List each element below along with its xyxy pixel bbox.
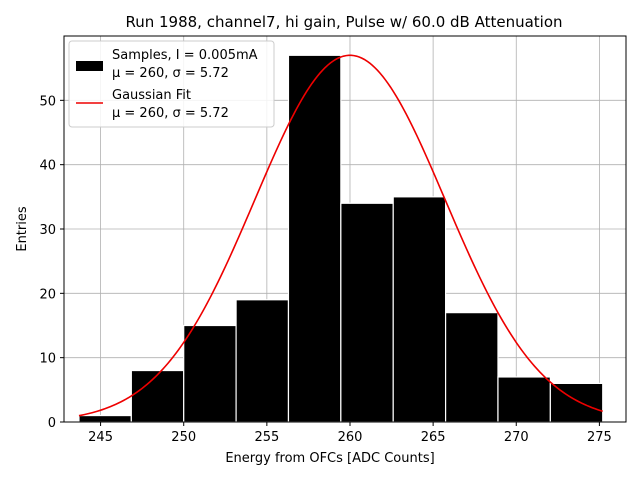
x-tick-label: 265: [421, 430, 446, 445]
x-axis-ticks: 245 250 255 260 265 270 275: [88, 422, 612, 445]
histogram-bar: [497, 376, 551, 423]
chart-title: Run 1988, channel7, hi gain, Pulse w/ 60…: [125, 13, 562, 31]
y-tick-label: 50: [39, 94, 56, 109]
x-tick-label: 255: [254, 430, 279, 445]
gaussian-fit-line: [78, 54, 603, 417]
legend-fit-label: Gaussian Fit: [112, 88, 191, 103]
y-tick-label: 0: [48, 416, 56, 431]
histogram-bar: [78, 414, 132, 423]
histogram-bar: [444, 312, 499, 423]
y-tick-label: 10: [39, 352, 56, 367]
histogram-bar: [130, 369, 185, 423]
histogram-bar: [183, 324, 237, 423]
x-tick-label: 270: [504, 430, 529, 445]
histogram-bar: [392, 196, 447, 423]
legend: Samples, I = 0.005mA μ = 260, σ = 5.72 G…: [68, 40, 275, 128]
y-tick-label: 40: [39, 159, 56, 174]
x-tick-label: 245: [88, 430, 113, 445]
histogram-bar: [340, 202, 394, 423]
legend-fit-stats: μ = 260, σ = 5.72: [112, 106, 229, 121]
histogram-bar: [235, 299, 290, 423]
y-axis-label: Entries: [15, 206, 30, 252]
y-tick-label: 20: [39, 287, 56, 302]
histogram-bars: [78, 54, 604, 423]
x-axis-label: Energy from OFCs [ADC Counts]: [225, 451, 434, 466]
x-tick-label: 260: [338, 430, 363, 445]
y-tick-label: 30: [39, 223, 56, 238]
legend-histogram-swatch: [76, 61, 103, 71]
x-tick-label: 275: [587, 430, 612, 445]
histogram-bar: [287, 54, 342, 423]
legend-histogram-label: Samples, I = 0.005mA: [112, 48, 258, 63]
legend-histogram-stats: μ = 260, σ = 5.72: [112, 66, 229, 81]
x-tick-label: 250: [171, 430, 196, 445]
legend-box: [68, 40, 275, 128]
y-axis-ticks: 0 10 20 30 40 50: [39, 94, 64, 431]
